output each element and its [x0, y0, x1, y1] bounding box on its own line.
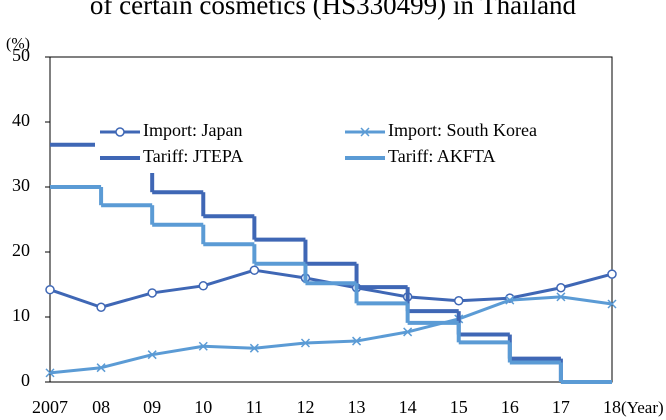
x-tick-label: 10: [194, 397, 212, 417]
point: [403, 327, 413, 337]
y-tick-label: 50: [12, 45, 30, 65]
x-tick-label: 14: [399, 397, 417, 417]
point: [96, 363, 106, 373]
point: [300, 338, 310, 348]
series-line: [49, 268, 613, 309]
point: [453, 296, 464, 306]
y-axis-label: (%): [6, 36, 30, 53]
point: [556, 283, 566, 293]
point: [198, 281, 209, 291]
x-tick-label: 08: [92, 397, 110, 417]
legend-label: Tariff: AKFTA: [388, 146, 495, 166]
y-tick-label: 30: [12, 175, 30, 195]
x-tick-label: 18: [603, 397, 621, 417]
series-line: [49, 295, 613, 375]
y-tick-label: 0: [21, 370, 30, 390]
legend-label: Import: South Korea: [388, 120, 537, 140]
chart-title: of certain cosmetics (HS330499) in Thail…: [90, 0, 577, 20]
y-tick-label: 40: [12, 110, 30, 130]
point: [352, 336, 362, 346]
point: [115, 127, 125, 137]
x-tick-label: 15: [450, 397, 468, 417]
point: [147, 350, 157, 360]
legend-box: [95, 117, 600, 173]
x-tick-label: 17: [552, 397, 570, 417]
point: [147, 288, 157, 298]
point: [360, 127, 370, 137]
point: [249, 343, 259, 353]
point: [556, 292, 566, 302]
point: [249, 265, 260, 275]
y-tick-label: 20: [12, 240, 30, 260]
point: [45, 284, 55, 295]
point: [198, 341, 208, 351]
x-tick-label: 12: [296, 397, 314, 417]
point: [607, 299, 617, 309]
x-tick-label: 13: [348, 397, 366, 417]
y-tick-label: 10: [12, 305, 30, 325]
legend-label: Import: Japan: [143, 120, 242, 140]
point: [607, 269, 617, 279]
x-tick-label: 2007: [32, 397, 68, 417]
point: [96, 302, 106, 312]
x-tick-label: 16: [501, 397, 519, 417]
point: [45, 368, 55, 378]
plot-area: [49, 56, 613, 383]
x-axis-label: (Year): [621, 398, 664, 417]
legend-label: Tariff: JTEPA: [143, 146, 243, 166]
x-tick-label: 11: [246, 397, 263, 417]
x-tick-label: 09: [143, 397, 161, 417]
point: [505, 295, 515, 305]
